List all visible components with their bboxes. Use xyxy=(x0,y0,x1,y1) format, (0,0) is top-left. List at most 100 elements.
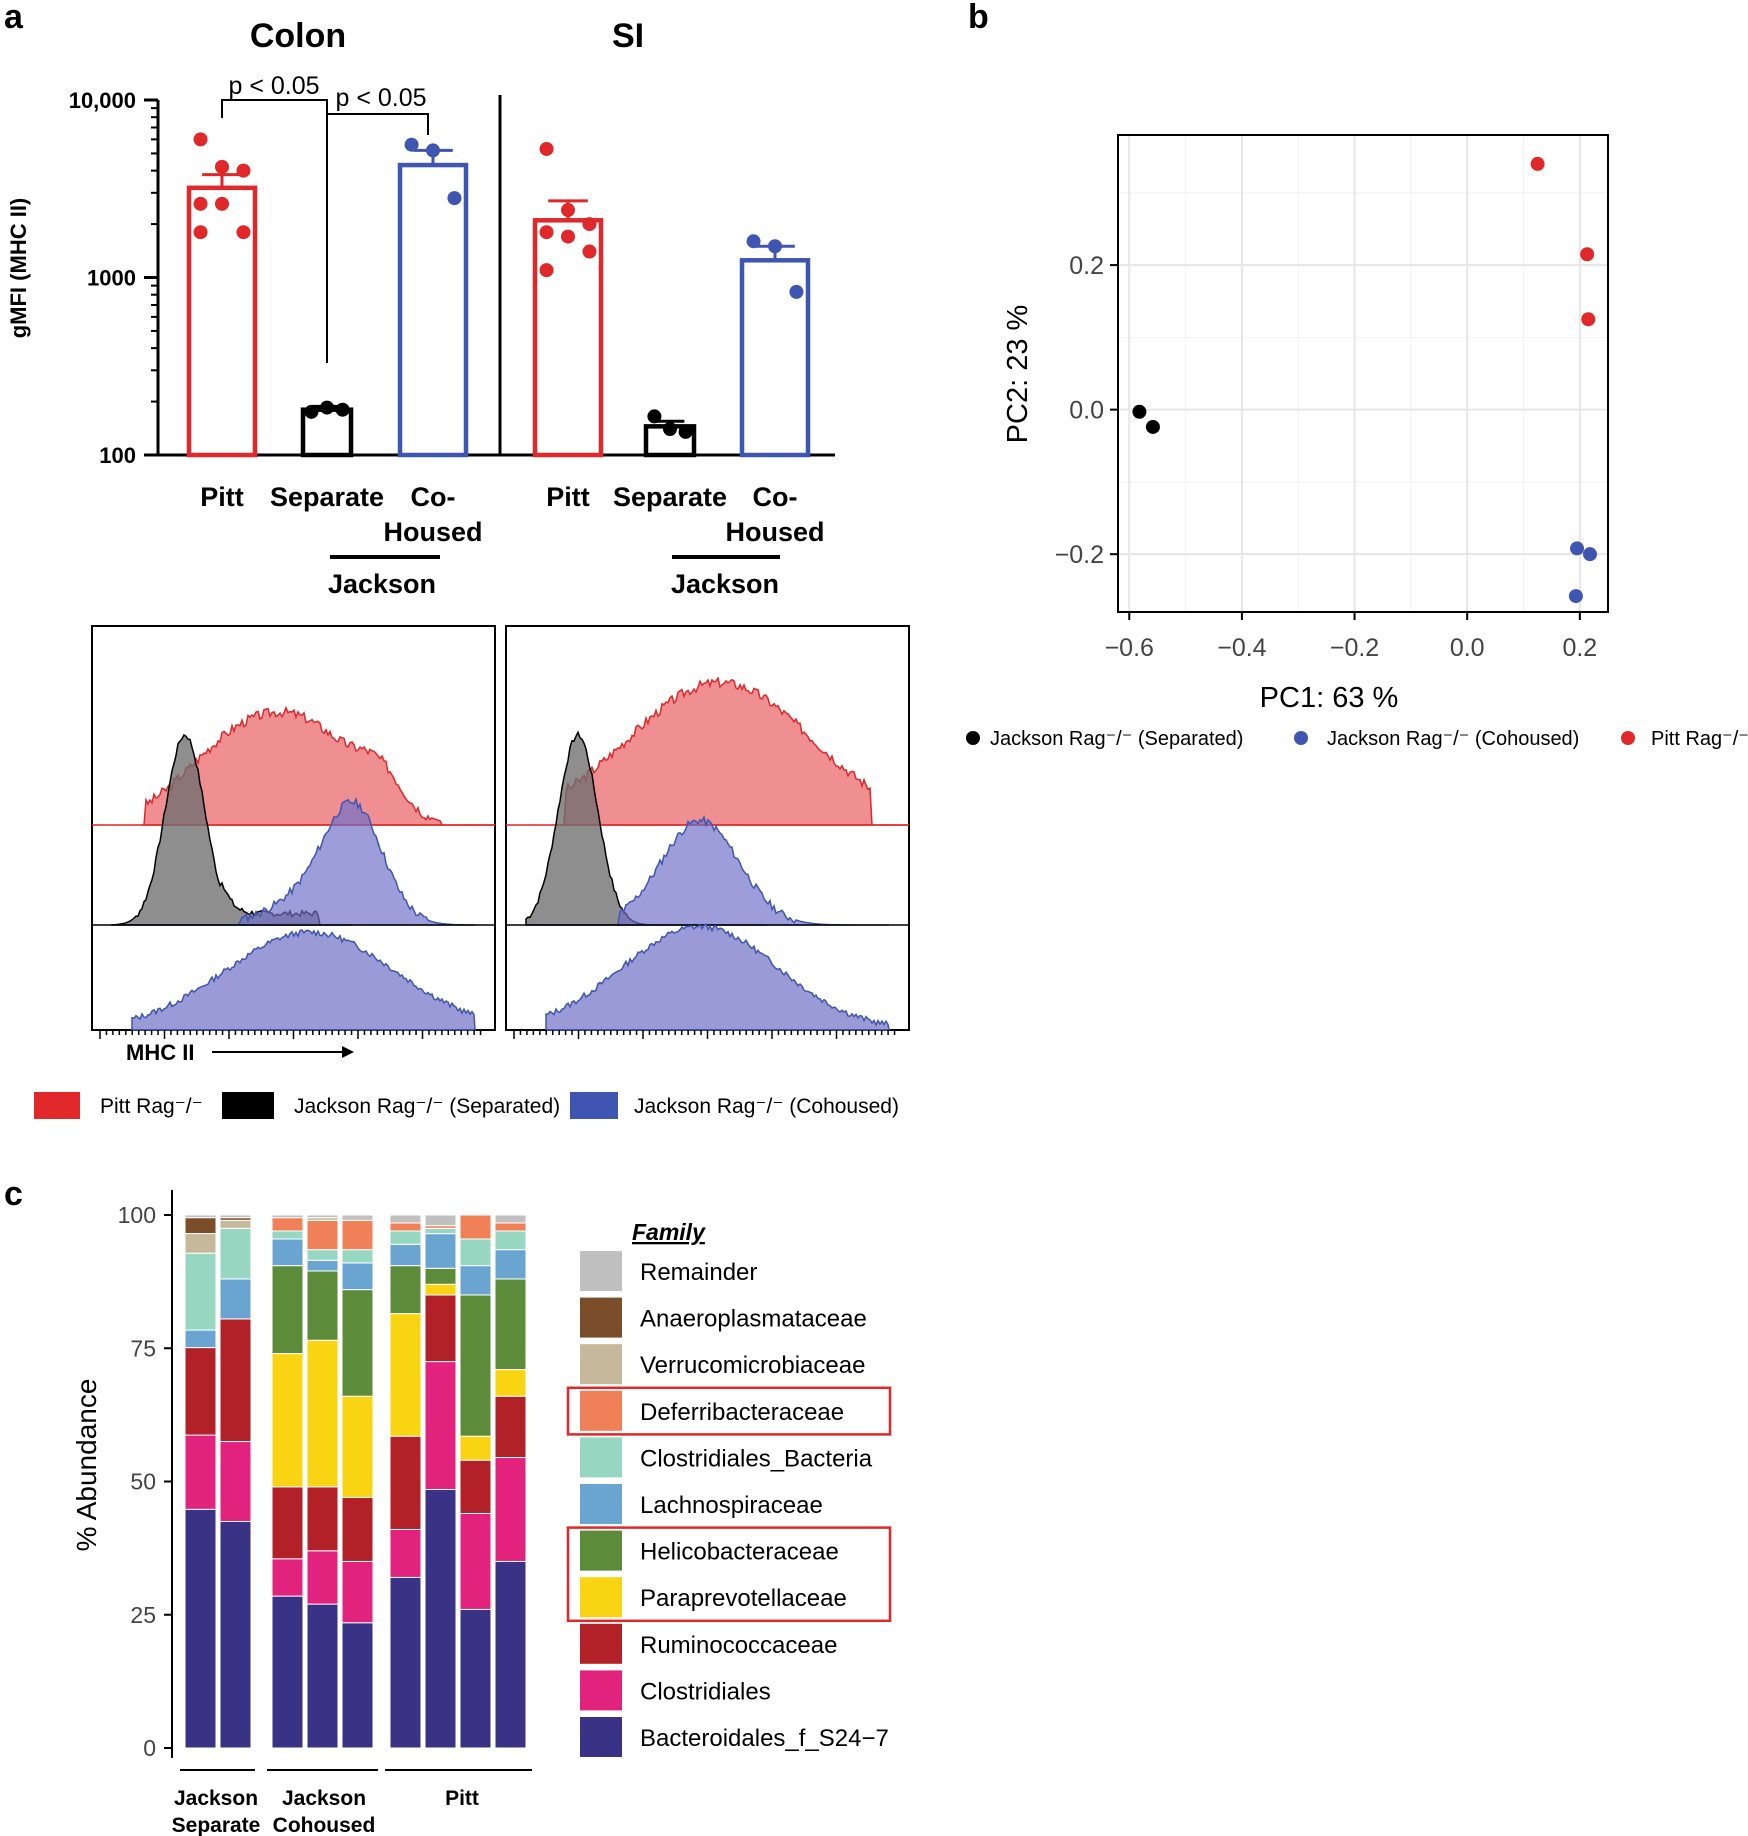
family-swatch xyxy=(580,1297,622,1338)
p-value-brackets: p < 0.05 p < 0.05 xyxy=(221,72,429,363)
stacked-segment xyxy=(494,1278,527,1371)
data-point xyxy=(647,409,662,424)
panel-label-b: b xyxy=(968,0,989,36)
data-point xyxy=(539,225,554,240)
stacked-segment xyxy=(306,1219,339,1251)
panel-label-c: c xyxy=(4,1175,23,1213)
pca-xtick-label: −0.2 xyxy=(1330,634,1379,662)
histogram-colon xyxy=(91,625,496,1039)
c-ytick-label: 100 xyxy=(118,1202,156,1228)
stacked-segment xyxy=(219,1441,252,1522)
stacked-segment xyxy=(459,1214,492,1240)
stacked-segment xyxy=(459,1238,492,1267)
stacked-segment xyxy=(424,1227,457,1235)
panel-b-pca: −0.6 −0.4 −0.2 0.0 0.2 −0.2 0.0 0.2 PC1: 63 % P… xyxy=(966,134,1748,750)
stacked-segment xyxy=(459,1459,492,1514)
stacked-segment xyxy=(271,1595,304,1749)
pca-point xyxy=(1570,541,1585,556)
family-legend-title: Family xyxy=(632,1219,706,1245)
stacked-segment xyxy=(494,1214,527,1224)
colon-trace-pitt xyxy=(142,705,495,826)
data-point xyxy=(561,229,575,244)
stacked-segment xyxy=(306,1270,339,1341)
data-point xyxy=(582,217,597,232)
pca-xtick-label: 0.2 xyxy=(1562,634,1597,662)
family-label: Bacteroidales_f_S24−7 xyxy=(640,1725,889,1752)
family-label: Lachnospiraceae xyxy=(640,1492,823,1519)
stacked-segment xyxy=(424,1488,457,1749)
family-label: Ruminococcaceae xyxy=(640,1632,837,1659)
panel-a-histograms: MHC II xyxy=(91,625,910,1065)
a-ylabel: gMFI (MHC II) xyxy=(6,198,31,339)
data-point xyxy=(746,234,761,249)
a-ytick-label: 1000 xyxy=(87,266,136,291)
si-xlabel-pitt: Pitt xyxy=(546,482,590,512)
stacked-segment xyxy=(184,1252,217,1331)
stacked-segment xyxy=(184,1434,217,1510)
stacked-segment xyxy=(184,1329,217,1349)
stacked-segment xyxy=(459,1435,492,1461)
legend-a-swatch-pitt xyxy=(34,1092,80,1119)
c-ylabel: % Abundance xyxy=(71,1379,102,1552)
group-label-jackson-cohoused-1: Jackson xyxy=(282,1787,366,1810)
stacked-segment xyxy=(219,1318,252,1443)
a-xlabels: Pitt Separate Co- Housed Jackson Pitt Se… xyxy=(200,482,824,599)
stacked-segment xyxy=(306,1550,339,1605)
si-xlabel-separate: Separate xyxy=(613,482,727,512)
stacked-segment xyxy=(271,1353,304,1488)
stacked-segment xyxy=(459,1265,492,1296)
data-point xyxy=(193,225,208,240)
colon-xlabel-separate: Separate xyxy=(270,482,384,512)
data-point xyxy=(236,163,251,178)
data-point xyxy=(582,244,597,259)
pca-point xyxy=(1580,247,1595,262)
bar-colon-co-housed xyxy=(397,162,469,458)
data-point xyxy=(678,424,693,439)
data-point xyxy=(335,402,350,417)
data-point xyxy=(539,263,554,278)
pca-legend-label-cohoused: Jackson Rag⁻/⁻ (Cohoused) xyxy=(1327,728,1579,750)
stacked-segment xyxy=(306,1249,339,1261)
stacked-segment xyxy=(341,1622,374,1749)
colon-xlabel-co: Co- xyxy=(411,482,456,512)
si-title: SI xyxy=(612,17,644,55)
pca-point xyxy=(1132,404,1147,419)
family-label: Deferribacteraceae xyxy=(640,1399,844,1426)
colon-xlabel-pitt: Pitt xyxy=(200,482,244,512)
pca-panel-bg xyxy=(1118,135,1608,612)
si-trace-pitt xyxy=(556,676,909,826)
pca-ytick-label: −0.2 xyxy=(1055,541,1104,569)
colon-xlabel-housed: Housed xyxy=(383,517,482,547)
pca-legend-label-separated: Jackson Rag⁻/⁻ (Separated) xyxy=(990,728,1243,750)
bar-si-pitt xyxy=(532,218,604,458)
hist-xlabel-arrowhead xyxy=(342,1046,354,1058)
family-legend: Family Remainder Anaeroplasmataceae Verruc… xyxy=(566,1219,892,1757)
data-point xyxy=(404,137,419,152)
stacked-segment xyxy=(341,1496,374,1562)
c-ytick-label: 25 xyxy=(130,1602,156,1628)
pca-ylabel: PC2: 23 % xyxy=(1002,305,1034,444)
stacked-segment xyxy=(341,1289,374,1397)
pca-legend-dot-separated xyxy=(966,731,980,745)
panel-a-legend: Pitt Rag⁻/⁻ Jackson Rag⁻/⁻ (Separated) J… xyxy=(34,1092,899,1119)
highlight-box-helico-paraprevo xyxy=(566,1526,892,1623)
data-point xyxy=(663,422,677,437)
family-swatch xyxy=(580,1251,622,1291)
stacked-segment xyxy=(494,1369,527,1397)
family-label: Verrucomicrobiaceae xyxy=(640,1352,865,1379)
c-ytick-label: 75 xyxy=(130,1335,156,1361)
stacked-segment xyxy=(424,1361,457,1490)
stacked-segment xyxy=(494,1222,527,1232)
stacked-segment xyxy=(271,1265,304,1355)
stacked-segment xyxy=(459,1294,492,1437)
bracket-right xyxy=(326,113,429,135)
group-label-jackson-separate-1: Jackson xyxy=(174,1787,258,1810)
stacked-segment xyxy=(341,1219,374,1251)
stacked-group-labels: Jackson Separate Jackson Cohoused Pitt xyxy=(172,1787,479,1836)
pca-point xyxy=(1582,547,1597,562)
c-ytick-label: 0 xyxy=(143,1735,156,1761)
data-point xyxy=(236,225,251,240)
stacked-segment xyxy=(424,1233,457,1269)
stacked-segment xyxy=(306,1259,339,1272)
